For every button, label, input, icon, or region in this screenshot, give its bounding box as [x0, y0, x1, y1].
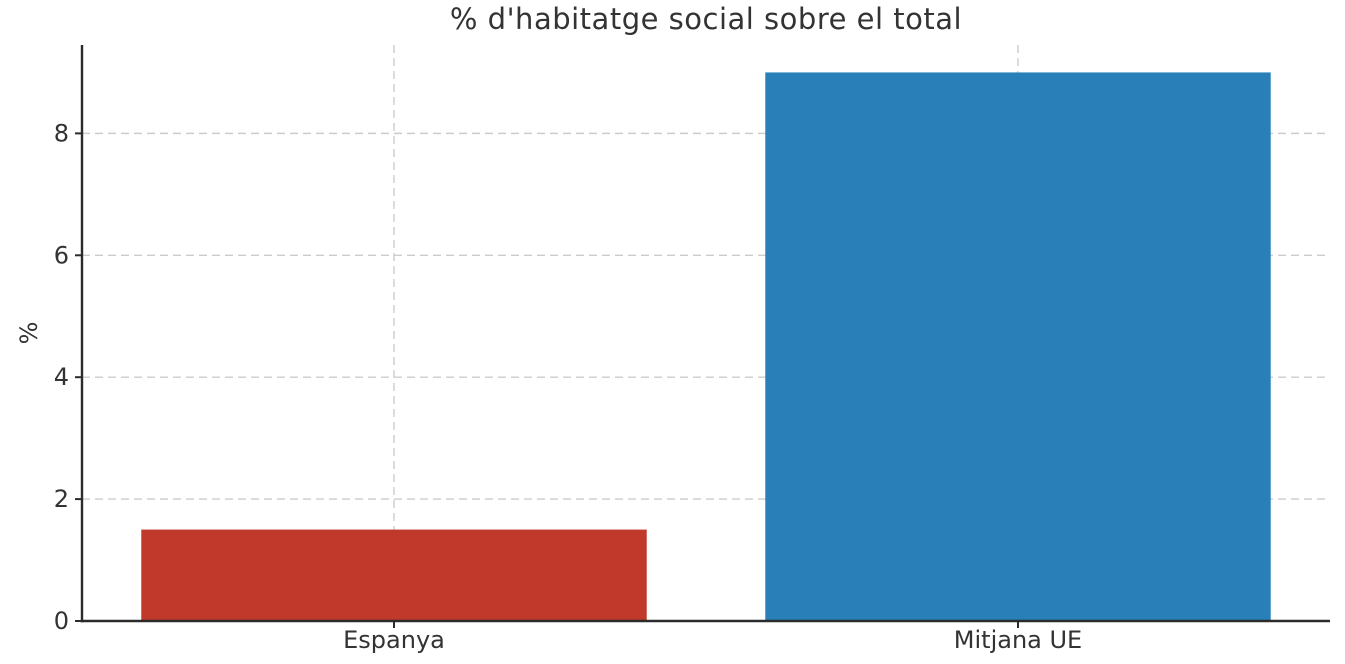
y-tick-label-4: 4: [54, 363, 69, 391]
y-tick-label-0: 0: [54, 607, 69, 635]
x-tick-label-espanya: Espanya: [343, 626, 445, 654]
y-tick-label-8: 8: [54, 119, 69, 147]
x-tick-label-mitjana-ue: Mitjana UE: [954, 626, 1082, 654]
y-tick-label-6: 6: [54, 241, 69, 269]
y-tick-label-2: 2: [54, 485, 69, 513]
chart-title: % d'habitatge social sobre el total: [449, 2, 963, 36]
bar-mitjana-ue: [765, 72, 1271, 621]
bar-espanya: [141, 529, 647, 621]
